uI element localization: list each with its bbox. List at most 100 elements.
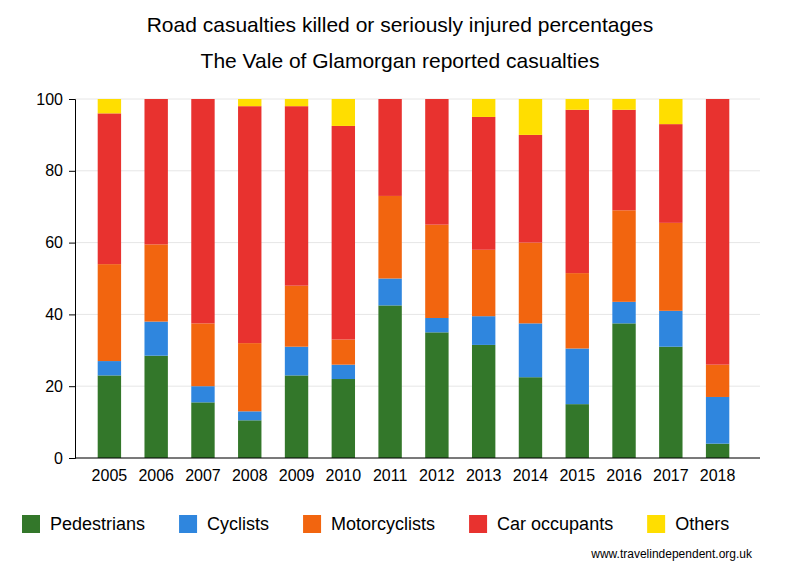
y-tick-mark	[69, 314, 75, 315]
bar	[285, 347, 308, 376]
x-tick: 2011	[373, 458, 408, 484]
bar	[191, 99, 214, 323]
bar	[332, 379, 355, 458]
legend-swatch	[469, 515, 487, 533]
series-0	[98, 305, 730, 458]
bar	[659, 223, 682, 311]
bar	[425, 99, 448, 225]
legend-label: Others	[675, 514, 729, 534]
x-tick: 2009	[279, 458, 315, 484]
bar	[191, 99, 214, 100]
y-tick-label: 20	[45, 378, 63, 395]
bar	[566, 273, 589, 348]
x-tick: 2008	[232, 458, 268, 484]
bar	[472, 117, 495, 250]
bar	[706, 444, 729, 458]
x-tick-label: 2015	[559, 467, 595, 484]
bar	[612, 110, 635, 211]
title: Road casualties killed or seriously inju…	[147, 13, 654, 36]
y-tick: 80	[45, 162, 75, 179]
x-tick: 2005	[92, 458, 128, 484]
bar	[378, 99, 401, 196]
bar	[285, 99, 308, 106]
x-tick: 2018	[700, 458, 736, 484]
legend-swatch	[647, 515, 665, 533]
bar	[98, 264, 121, 361]
x-tick: 2016	[606, 458, 642, 484]
bar	[238, 343, 261, 411]
bar	[425, 225, 448, 318]
bar	[612, 99, 635, 110]
bar	[519, 99, 542, 135]
y-tick-label: 100	[36, 91, 63, 108]
x-tick: 2017	[653, 458, 689, 484]
bar	[144, 99, 167, 244]
bar	[519, 323, 542, 377]
y-tick-mark	[69, 171, 75, 172]
bar	[144, 244, 167, 321]
grid-line	[75, 242, 760, 243]
bar	[425, 99, 448, 100]
bar	[425, 318, 448, 332]
y-tick-label: 60	[45, 234, 63, 251]
bar	[472, 316, 495, 345]
bar	[706, 397, 729, 444]
series-3	[98, 99, 730, 365]
x-tick: 2007	[185, 458, 221, 484]
y-tick: 20	[45, 378, 75, 395]
bar	[285, 106, 308, 286]
bar	[659, 124, 682, 223]
bar	[98, 361, 121, 375]
bar	[98, 375, 121, 458]
x-tick-label: 2018	[700, 467, 736, 484]
y-tick-mark	[69, 243, 75, 244]
bar	[612, 210, 635, 302]
bar	[378, 196, 401, 279]
bar	[98, 99, 121, 113]
bar	[144, 356, 167, 458]
x-tick-label: 2009	[279, 467, 315, 484]
bar	[332, 126, 355, 340]
legend-label: Pedestrians	[50, 514, 145, 534]
legend-label: Motorcyclists	[331, 514, 435, 534]
bar	[566, 349, 589, 405]
bar	[566, 99, 589, 110]
x-axis-line	[75, 458, 760, 459]
bar	[285, 375, 308, 458]
grid	[75, 99, 760, 458]
y-tick: 0	[54, 450, 75, 467]
bar	[332, 365, 355, 379]
subtitle: The Vale of Glamorgan reported casualtie…	[201, 49, 600, 72]
bar	[425, 332, 448, 458]
grid-line	[75, 458, 760, 459]
bar	[144, 99, 167, 100]
x-tick-label: 2011	[373, 467, 408, 484]
x-axis: 2005200620072008200920102011201220132014…	[75, 458, 760, 484]
bar	[519, 135, 542, 243]
bar	[378, 305, 401, 458]
x-tick-label: 2005	[92, 467, 128, 484]
bar	[238, 411, 261, 420]
grid-line	[75, 386, 760, 387]
bar	[98, 113, 121, 264]
legend-swatch	[22, 515, 40, 533]
bar	[472, 250, 495, 316]
x-tick: 2014	[513, 458, 549, 484]
x-tick: 2012	[419, 458, 455, 484]
legend-label: Cyclists	[207, 514, 269, 534]
x-tick: 2015	[559, 458, 595, 484]
bar	[659, 347, 682, 458]
bar	[519, 243, 542, 324]
bar	[706, 99, 729, 365]
bars	[98, 99, 730, 458]
legend-swatch	[303, 515, 321, 533]
legend-swatch	[179, 515, 197, 533]
bar	[191, 386, 214, 402]
bar	[144, 322, 167, 356]
x-tick-label: 2007	[185, 467, 221, 484]
grid-line	[75, 314, 760, 315]
bar	[472, 345, 495, 458]
x-tick-label: 2006	[138, 467, 174, 484]
y-tick: 60	[45, 234, 75, 251]
bar	[566, 110, 589, 273]
